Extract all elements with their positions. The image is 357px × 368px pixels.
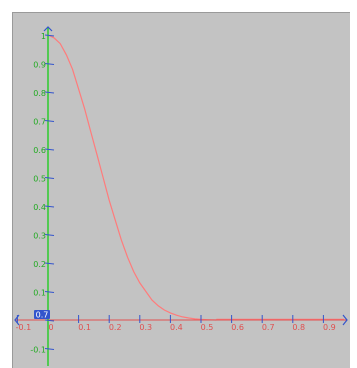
ticks-layer [16,34,324,350]
y-tick-label: 0.9 [33,61,46,70]
y-tick-label: 0.7 [33,118,46,127]
cursor-readout-text: 0.7 [36,311,49,320]
y-tick-label: 1 [41,32,46,41]
y-tick-label: 0.1 [33,289,46,298]
y-tick [44,34,55,37]
x-tick-label: 0.5 [201,323,214,332]
y-tick-label: 0.3 [33,232,46,241]
y-tick [44,63,55,65]
plot-area[interactable]: -0.1 0.1 0.2 0.3 0.4 0.5 0.6 0.7 0.8 0.9 0 -0.1 0.1 0… [12,12,350,368]
y-tick [44,262,55,265]
x-tick-label: 0.4 [170,323,183,332]
y-tick [44,91,55,94]
tick-labels-layer: -0.1 0.1 0.2 0.3 0.4 0.5 0.6 0.7 0.8 0.9 0 -0.1 0.1 0… [16,32,336,355]
y-tick [44,177,55,179]
x-tick-label: 0.7 [262,323,275,332]
series-layer [47,34,344,321]
series-curve [47,34,217,321]
x-tick-label: 0.8 [292,323,305,332]
cursor-readout-box [34,310,50,319]
y-tick [44,291,55,293]
y-tick-label: 0.8 [33,89,46,98]
y-tick-label: 0.2 [33,260,46,269]
x-tick-label: 0 [48,323,53,332]
y-tick [44,348,55,350]
y-tick-label: -0.1 [30,346,46,355]
y-tick [44,205,55,208]
x-tick-label: -0.1 [16,323,32,332]
x-axis-arrow-right [342,314,348,326]
x-tick-label: 0.6 [231,323,244,332]
cursor-readout: 0.7 [34,310,50,320]
y-tick [44,148,55,151]
y-tick [44,319,55,322]
x-tick-label: 0.2 [109,323,122,332]
y-tick-label: 0.4 [33,203,46,212]
x-tick-label: 0.3 [139,323,152,332]
y-tick-label: 0.6 [33,146,46,155]
x-tick-label: 0.9 [323,323,336,332]
x-tick-label: 0.1 [78,323,91,332]
y-axis-arrow-top [43,26,53,32]
y-tick [44,120,55,122]
line-chart: -0.1 0.1 0.2 0.3 0.4 0.5 0.6 0.7 0.8 0.9 0 -0.1 0.1 0… [14,26,348,366]
y-tick-label: 0.5 [33,175,46,184]
y-tick [44,234,55,236]
axes-layer [14,26,348,366]
